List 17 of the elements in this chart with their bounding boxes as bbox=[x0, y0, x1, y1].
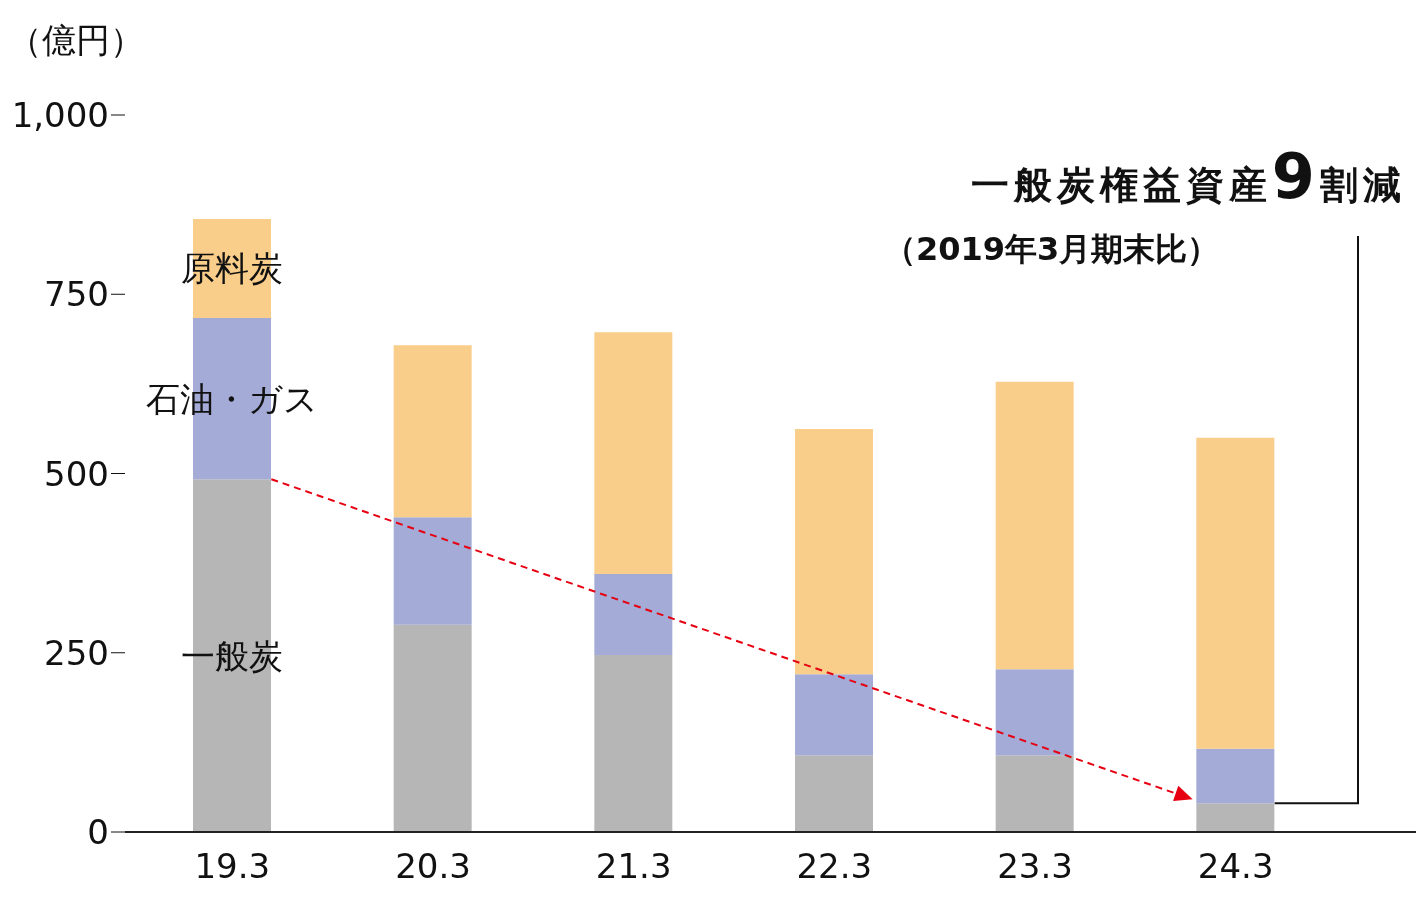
y-tick-label: 250 bbox=[44, 632, 109, 673]
series-label: 原料炭 bbox=[181, 248, 283, 289]
annotation: （2019年3月期末比） bbox=[884, 230, 1220, 268]
y-tick-label: 500 bbox=[44, 453, 109, 494]
y-tick-label: 0 bbox=[87, 812, 109, 853]
annotation: 一般炭権益資産9割減 bbox=[970, 140, 1406, 213]
x-tick-label: 23.3 bbox=[997, 846, 1073, 887]
x-tick-label: 21.3 bbox=[595, 846, 672, 887]
series-label: 石油・ガス bbox=[146, 378, 318, 419]
y-tick-label: 1,000 bbox=[11, 95, 109, 136]
series-label: 一般炭 bbox=[181, 635, 283, 676]
x-tick-label: 20.3 bbox=[395, 846, 471, 887]
y-tick-label: 750 bbox=[44, 274, 109, 315]
x-tick-label: 24.3 bbox=[1197, 846, 1274, 887]
y-axis-title: （億円） bbox=[8, 20, 144, 60]
x-tick-label: 19.3 bbox=[194, 846, 271, 887]
x-tick-label: 22.3 bbox=[796, 846, 873, 887]
